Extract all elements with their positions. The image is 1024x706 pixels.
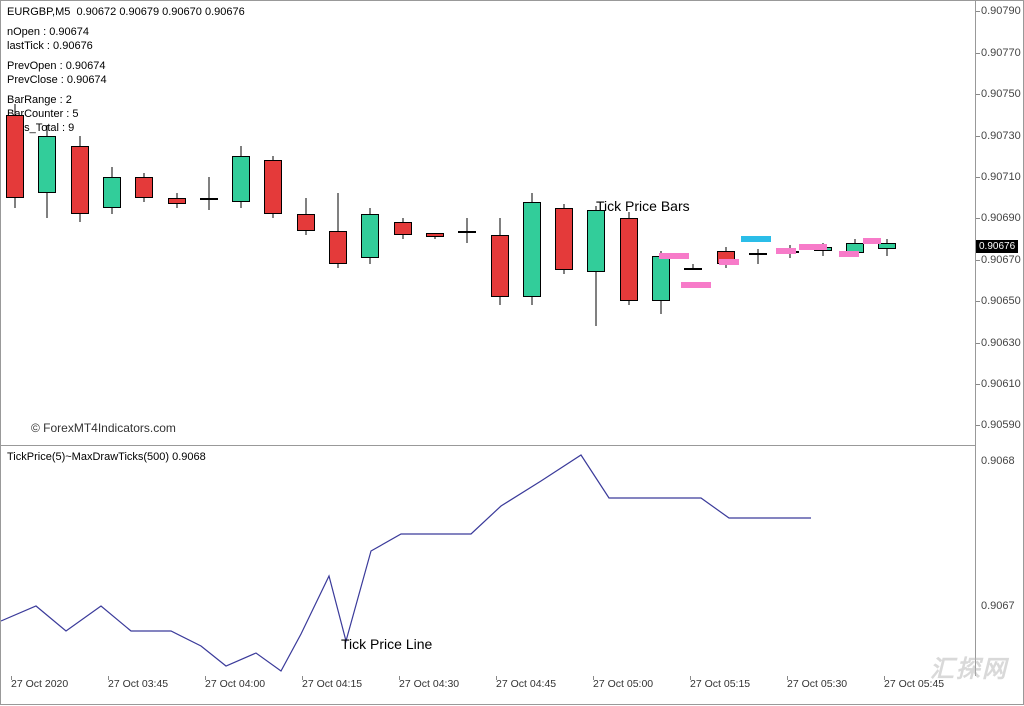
info-prevclose: PrevClose : 0.90674 [7,73,107,87]
x-axis: 27 Oct 202027 Oct 03:4527 Oct 04:0027 Oc… [1,676,976,706]
annotation-tick-line: Tick Price Line [341,636,432,652]
watermark: 汇探网 [930,649,1008,684]
copyright-text: © ForexMT4Indicators.com [31,421,176,435]
annotation-tick-bars: Tick Price Bars [596,198,690,214]
main-chart-panel[interactable]: EURGBP,M5 0.90672 0.90679 0.90670 0.9067… [1,1,976,446]
y-axis-top: 0.907900.907700.907500.907300.907100.906… [976,1,1024,446]
info-lasttick: lastTick : 0.90676 [7,39,93,53]
info-nopen: nOpen : 0.90674 [7,25,89,39]
symbol-header: EURGBP,M5 0.90672 0.90679 0.90670 0.9067… [7,5,245,19]
chart-container: EURGBP,M5 0.90672 0.90679 0.90670 0.9067… [0,0,1024,705]
current-price-label: 0.90676 [976,240,1018,253]
tick-price-line-chart [1,446,976,676]
y-axis-bottom: 0.90680.9067 [976,446,1024,676]
info-prevopen: PrevOpen : 0.90674 [7,59,105,73]
indicator-panel[interactable]: TickPrice(5)~MaxDrawTicks(500) 0.9068 Ti… [1,446,976,676]
